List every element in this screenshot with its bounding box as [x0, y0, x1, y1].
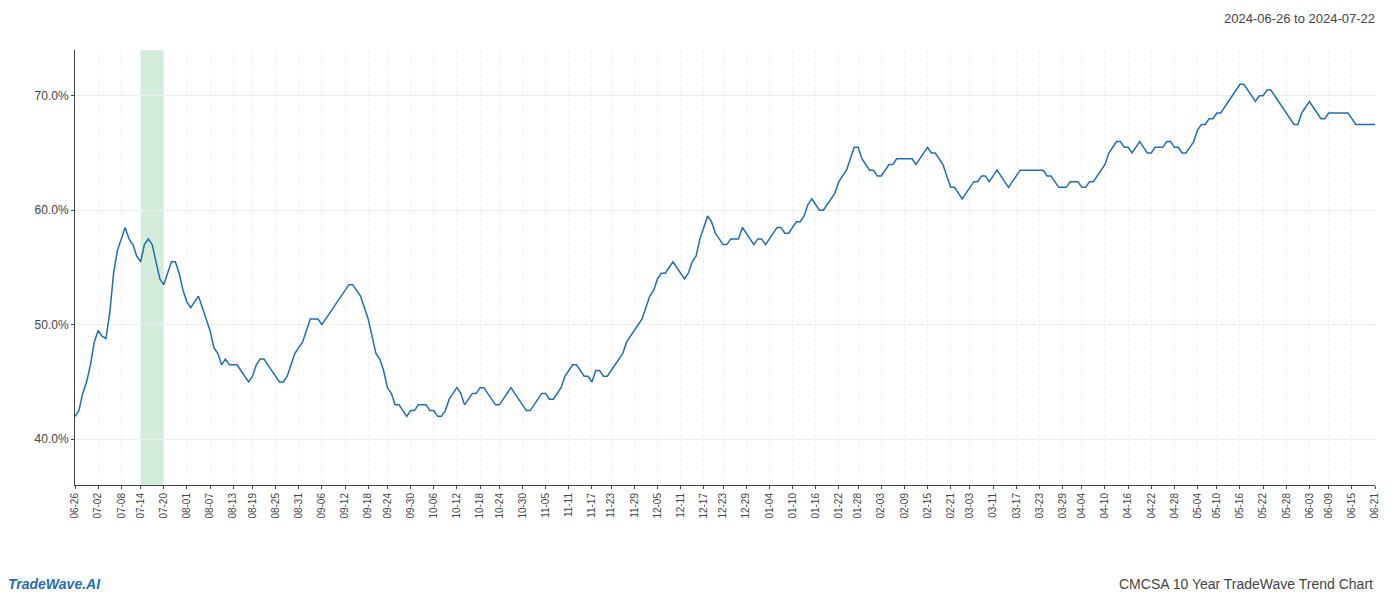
- svg-text:11-29: 11-29: [629, 493, 640, 518]
- svg-text:07-08: 07-08: [116, 493, 127, 519]
- svg-text:01-28: 01-28: [852, 493, 863, 519]
- svg-text:07-14: 07-14: [135, 493, 146, 519]
- svg-text:12-23: 12-23: [717, 493, 728, 519]
- svg-text:70.0%: 70.0%: [35, 89, 69, 103]
- svg-text:10-06: 10-06: [428, 493, 439, 519]
- svg-text:09-30: 09-30: [405, 493, 416, 519]
- svg-text:07-20: 07-20: [158, 493, 169, 519]
- svg-text:08-07: 08-07: [204, 493, 215, 519]
- svg-text:01-16: 01-16: [810, 493, 821, 519]
- svg-text:04-04: 04-04: [1076, 493, 1087, 519]
- svg-text:11-23: 11-23: [605, 493, 616, 518]
- svg-text:11-17: 11-17: [586, 493, 597, 518]
- svg-text:05-28: 05-28: [1281, 493, 1292, 519]
- svg-text:08-25: 08-25: [270, 493, 281, 519]
- svg-text:10-12: 10-12: [451, 493, 462, 519]
- svg-text:01-22: 01-22: [833, 493, 844, 519]
- svg-text:60.0%: 60.0%: [35, 203, 69, 217]
- svg-text:06-21: 06-21: [1369, 493, 1380, 519]
- svg-text:03-03: 03-03: [964, 493, 975, 519]
- svg-text:50.0%: 50.0%: [35, 318, 69, 332]
- svg-text:11-05: 11-05: [540, 493, 551, 518]
- svg-text:09-12: 09-12: [339, 493, 350, 519]
- svg-text:12-11: 12-11: [675, 493, 686, 518]
- svg-text:04-28: 04-28: [1169, 493, 1180, 519]
- svg-text:06-09: 06-09: [1323, 493, 1334, 519]
- svg-text:10-30: 10-30: [517, 493, 528, 519]
- svg-text:08-31: 08-31: [293, 493, 304, 519]
- svg-text:03-29: 03-29: [1057, 493, 1068, 519]
- svg-text:02-21: 02-21: [945, 493, 956, 519]
- svg-text:06-03: 06-03: [1304, 493, 1315, 519]
- svg-text:40.0%: 40.0%: [35, 432, 69, 446]
- svg-text:02-09: 02-09: [899, 493, 910, 519]
- svg-text:02-03: 02-03: [875, 493, 886, 519]
- svg-text:12-05: 12-05: [652, 493, 663, 519]
- svg-text:04-16: 04-16: [1122, 493, 1133, 519]
- svg-text:03-23: 03-23: [1034, 493, 1045, 519]
- svg-text:04-22: 04-22: [1146, 493, 1157, 519]
- svg-text:10-18: 10-18: [474, 493, 485, 519]
- svg-text:03-17: 03-17: [1011, 493, 1022, 519]
- svg-text:04-10: 04-10: [1099, 493, 1110, 519]
- svg-text:03-11: 03-11: [987, 493, 998, 518]
- svg-text:05-10: 05-10: [1211, 493, 1222, 519]
- svg-text:10-24: 10-24: [494, 493, 505, 519]
- svg-text:05-16: 05-16: [1234, 493, 1245, 519]
- svg-text:12-29: 12-29: [740, 493, 751, 519]
- svg-text:08-13: 08-13: [227, 493, 238, 519]
- svg-text:05-22: 05-22: [1257, 493, 1268, 519]
- svg-text:02-15: 02-15: [922, 493, 933, 519]
- svg-text:08-19: 08-19: [247, 493, 258, 519]
- svg-text:11-11: 11-11: [563, 493, 574, 518]
- svg-text:TradeWave.AI: TradeWave.AI: [8, 576, 101, 592]
- svg-text:06-15: 06-15: [1346, 493, 1357, 519]
- svg-text:08-01: 08-01: [181, 493, 192, 519]
- svg-text:CMCSA 10 Year TradeWave Trend: CMCSA 10 Year TradeWave Trend Chart: [1119, 576, 1373, 592]
- svg-text:01-10: 01-10: [787, 493, 798, 519]
- svg-text:09-06: 09-06: [316, 493, 327, 519]
- svg-text:09-24: 09-24: [382, 493, 393, 519]
- svg-text:07-02: 07-02: [92, 493, 103, 519]
- svg-text:09-18: 09-18: [362, 493, 373, 519]
- svg-text:2024-06-26 to 2024-07-22: 2024-06-26 to 2024-07-22: [1224, 11, 1375, 26]
- svg-text:06-26: 06-26: [69, 493, 80, 519]
- svg-text:12-17: 12-17: [698, 493, 709, 519]
- svg-text:01-04: 01-04: [764, 493, 775, 519]
- svg-text:05-04: 05-04: [1192, 493, 1203, 519]
